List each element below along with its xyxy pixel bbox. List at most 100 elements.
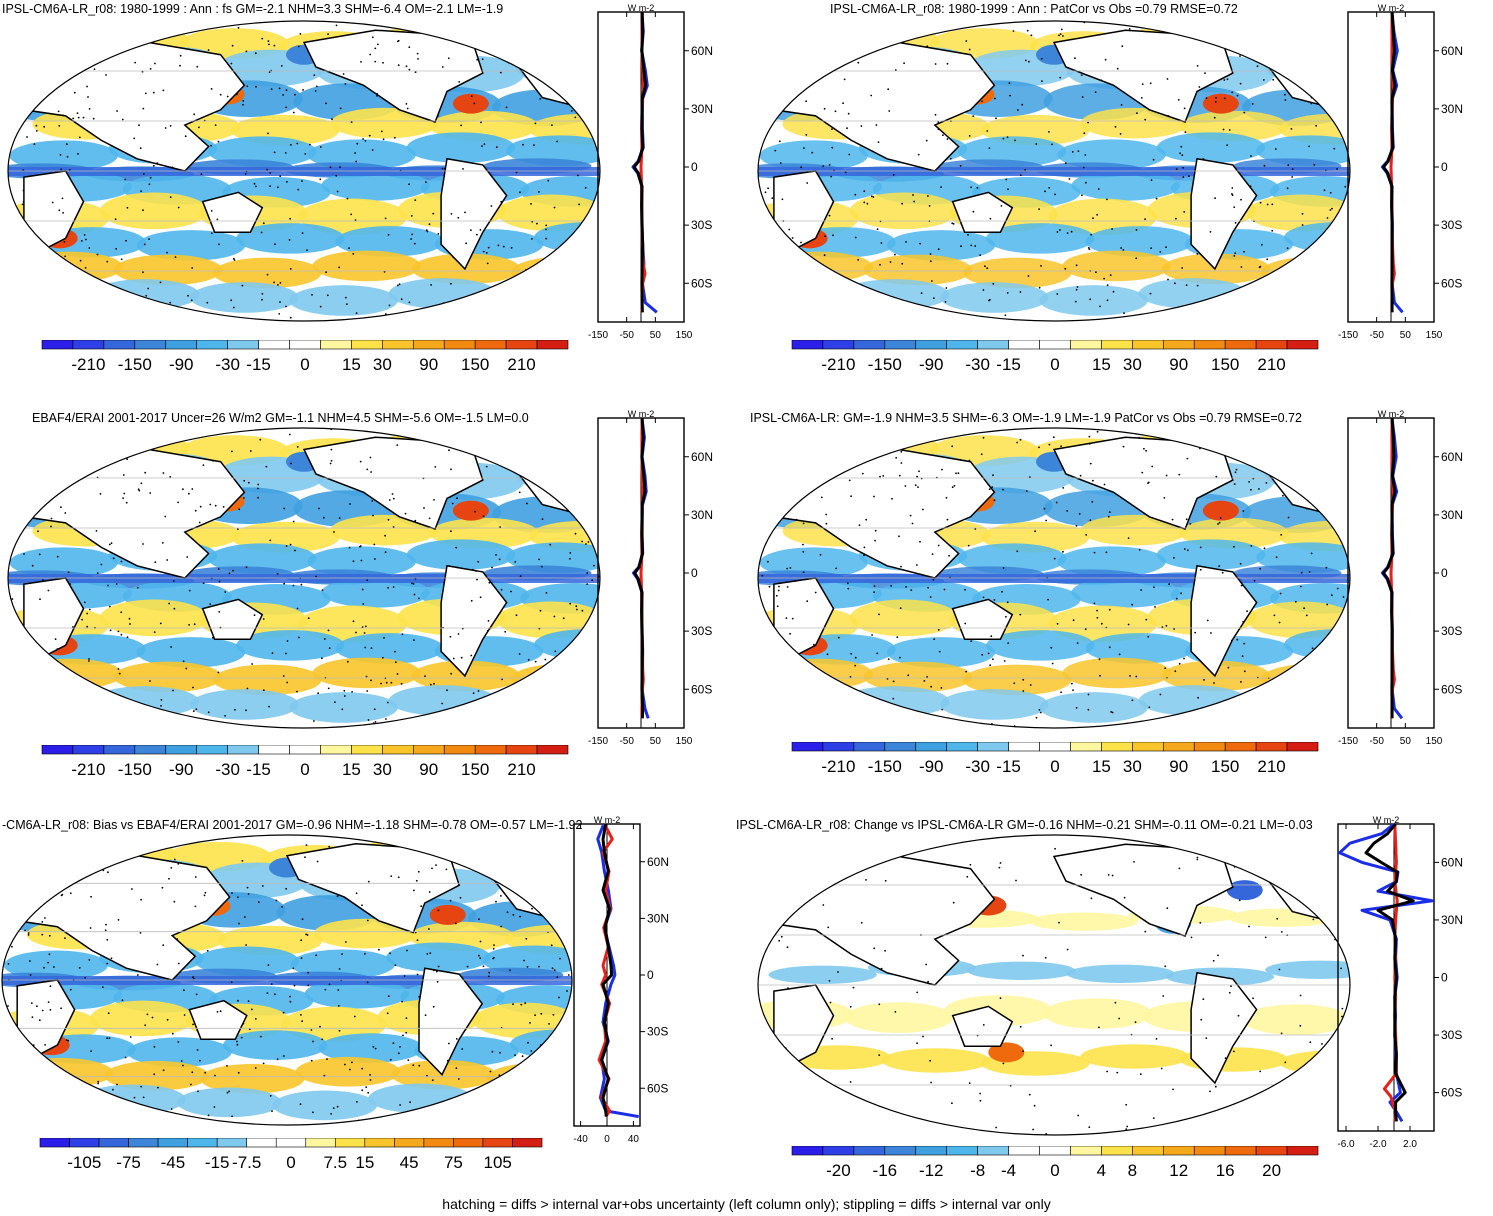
stipple — [1106, 198, 1108, 201]
stipple — [420, 905, 423, 908]
stipple — [253, 182, 256, 185]
stipple — [1299, 290, 1301, 292]
stipple — [1228, 129, 1231, 131]
lat-tick-label: 60N — [1441, 44, 1463, 58]
colorbar-label: 0 — [1050, 355, 1059, 374]
stipple — [1287, 516, 1290, 519]
stipple — [304, 153, 307, 155]
stipple — [1059, 76, 1062, 79]
stipple — [22, 1081, 25, 1084]
stipple — [1056, 622, 1059, 625]
stipple — [40, 1092, 43, 1095]
stipple — [930, 727, 932, 728]
stipple — [1083, 132, 1086, 135]
stipple — [787, 987, 789, 989]
stipple — [500, 200, 503, 203]
stipple — [1313, 163, 1316, 166]
stipple — [1084, 181, 1087, 184]
stipple — [261, 885, 264, 887]
stipple — [849, 1005, 852, 1008]
stipple — [126, 849, 129, 852]
stipple — [326, 1058, 328, 1060]
stipple — [345, 941, 347, 943]
colorbar-label: -150 — [868, 355, 902, 374]
stipple — [544, 658, 547, 661]
stipple — [513, 444, 516, 447]
stipple — [428, 517, 431, 520]
stipple — [171, 31, 174, 34]
stipple — [148, 183, 151, 186]
stipple — [930, 30, 933, 33]
stipple — [124, 1056, 127, 1059]
stipple — [452, 657, 455, 660]
stipple — [952, 223, 955, 225]
stipple — [218, 243, 220, 246]
stipple — [55, 1111, 57, 1114]
stipple — [1075, 707, 1078, 709]
stipple — [66, 717, 68, 719]
stipple — [1167, 115, 1170, 117]
world-map — [7, 427, 601, 729]
stipple — [1326, 603, 1329, 606]
field — [8, 428, 600, 728]
stipple — [296, 142, 299, 145]
stipple — [586, 583, 589, 586]
stipple — [1060, 445, 1062, 448]
stipple — [236, 896, 239, 899]
stipple — [16, 1114, 18, 1116]
stipple — [777, 685, 779, 688]
stipple — [569, 602, 572, 605]
colorbar-label: -90 — [169, 355, 194, 374]
stipple — [105, 74, 107, 76]
stipple — [1033, 1104, 1036, 1107]
field-patch — [840, 686, 950, 717]
colorbar-box — [134, 745, 167, 755]
stipple — [587, 541, 590, 543]
stipple — [385, 681, 388, 684]
stipple — [214, 1074, 216, 1077]
stipple — [937, 248, 940, 251]
stipple — [325, 271, 327, 274]
stipple — [842, 102, 844, 105]
stipple — [1050, 1044, 1052, 1047]
stipple — [300, 957, 303, 959]
stipple — [452, 256, 455, 259]
stipple — [1310, 313, 1312, 315]
field-patch — [335, 226, 444, 257]
stipple — [76, 275, 79, 278]
stipple — [1235, 1123, 1238, 1126]
stipple — [800, 166, 802, 169]
stipple — [499, 318, 501, 321]
stipple — [806, 600, 809, 603]
stipple — [1160, 1067, 1163, 1070]
stipple — [479, 596, 482, 599]
stipple — [902, 725, 905, 727]
field-patch — [1062, 657, 1171, 689]
stipple — [505, 1099, 508, 1101]
stipple — [1038, 709, 1041, 711]
stipple — [922, 508, 924, 511]
stipple — [507, 322, 509, 324]
lat-tick-label: 60N — [1441, 855, 1463, 869]
stipple — [894, 69, 897, 71]
stipple — [1199, 921, 1202, 924]
stipple — [950, 725, 953, 728]
stipple — [216, 218, 219, 221]
stipple — [785, 617, 788, 619]
stipple — [455, 1067, 458, 1070]
stipple — [236, 1040, 238, 1043]
field-extreme — [452, 500, 489, 521]
stipple — [56, 81, 59, 84]
stipple — [31, 711, 34, 713]
stipple — [892, 697, 895, 700]
stipple — [547, 179, 550, 182]
stipple — [413, 593, 416, 596]
stipple — [1271, 229, 1274, 232]
field-patch — [406, 539, 516, 570]
stipple — [571, 248, 574, 251]
stipple — [121, 118, 124, 121]
stipple — [117, 668, 120, 670]
stipple — [526, 965, 529, 968]
stipple — [8, 707, 11, 710]
stipple — [582, 290, 584, 293]
